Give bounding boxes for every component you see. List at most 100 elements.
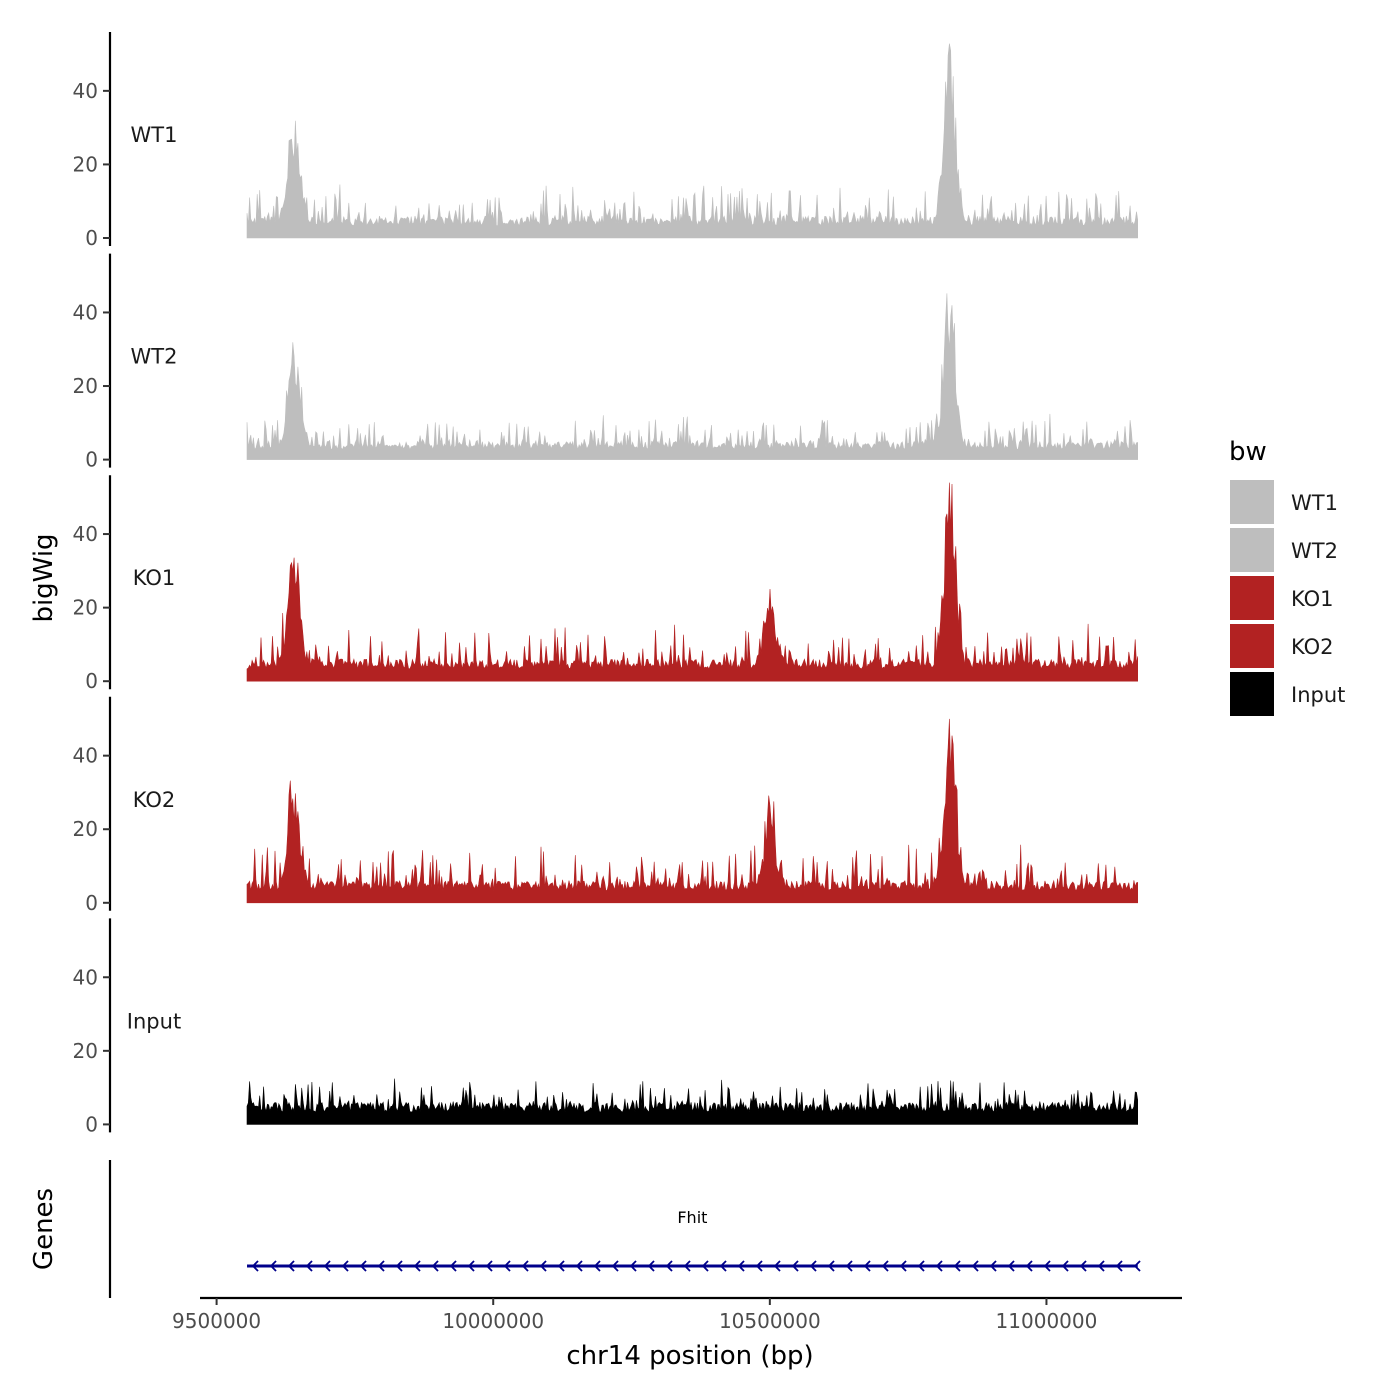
signal-area-wt2	[246, 293, 1138, 460]
legend-label: KO2	[1291, 635, 1334, 659]
strand-arrow	[413, 1260, 421, 1272]
legend-swatch	[1230, 528, 1274, 572]
legend-label: KO1	[1291, 587, 1334, 611]
legend-item-input: Input	[1230, 672, 1345, 716]
strand-arrow	[269, 1260, 277, 1272]
strand-arrow	[1025, 1260, 1033, 1272]
y-tick-label: 40	[73, 522, 98, 546]
strand-arrow	[323, 1260, 331, 1272]
strand-arrow	[989, 1260, 997, 1272]
x-tick-label: 11000000	[996, 1309, 1098, 1333]
strand-arrow	[773, 1260, 781, 1272]
legend-item-wt2: WT2	[1230, 528, 1338, 572]
strand-arrow	[467, 1260, 475, 1272]
strand-arrow	[863, 1260, 871, 1272]
strand-arrow	[935, 1260, 943, 1272]
strand-arrow	[1097, 1260, 1105, 1272]
strand-arrow	[1007, 1260, 1015, 1272]
legend-swatch	[1230, 480, 1274, 524]
track-label: WT1	[131, 123, 178, 147]
y-tick-label: 0	[85, 226, 98, 250]
legend-label: WT1	[1291, 491, 1338, 515]
strand-arrow	[647, 1260, 655, 1272]
strand-arrow	[701, 1260, 709, 1272]
strand-arrow	[611, 1260, 619, 1272]
strand-arrow	[827, 1260, 835, 1272]
strand-arrow	[629, 1260, 637, 1272]
strand-arrow	[539, 1260, 547, 1272]
track-label: Input	[127, 1009, 181, 1033]
y-tick-label: 40	[73, 300, 98, 324]
strand-arrow	[251, 1260, 259, 1272]
genes-track-title: Genes	[29, 1188, 59, 1270]
strand-arrow	[719, 1260, 727, 1272]
strand-arrow	[341, 1260, 349, 1272]
strand-arrow	[449, 1260, 457, 1272]
strand-arrow	[953, 1260, 961, 1272]
signal-area-wt1	[246, 43, 1138, 239]
y-tick-label: 0	[85, 1112, 98, 1136]
strand-arrow	[593, 1260, 601, 1272]
strand-arrow	[665, 1260, 673, 1272]
strand-arrow	[287, 1260, 295, 1272]
x-tick-label: 10000000	[442, 1309, 544, 1333]
gene-label: Fhit	[677, 1208, 707, 1227]
strand-arrow	[683, 1260, 691, 1272]
x-tick-label: 9500000	[172, 1309, 261, 1333]
strand-arrow	[899, 1260, 907, 1272]
strand-arrow	[755, 1260, 763, 1272]
legend-label: Input	[1291, 683, 1345, 707]
x-axis: 9500000 10000000 10500000 11000000	[172, 1296, 1182, 1333]
strand-arrow	[557, 1260, 565, 1272]
track-input: 0 20 40 Input	[73, 918, 1138, 1136]
legend-swatch	[1230, 576, 1274, 620]
genes-track: Genes Fhit	[29, 1160, 1141, 1298]
strand-arrow	[431, 1260, 439, 1272]
legend-item-wt1: WT1	[1230, 480, 1338, 524]
strand-arrow	[917, 1260, 925, 1272]
strand-arrow	[881, 1260, 889, 1272]
gene-fhit: Fhit	[247, 1208, 1141, 1272]
strand-arrow	[485, 1260, 493, 1272]
track-wt2: 0 20 40 WT2	[73, 253, 1138, 472]
y-tick-label: 0	[85, 891, 98, 915]
strand-arrow	[1079, 1260, 1087, 1272]
strand-arrow	[575, 1260, 583, 1272]
signal-area-input	[246, 1078, 1138, 1125]
strand-arrow	[503, 1260, 511, 1272]
strand-arrow	[395, 1260, 403, 1272]
strand-arrow	[359, 1260, 367, 1272]
strand-arrow	[791, 1260, 799, 1272]
legend-item-ko2: KO2	[1230, 624, 1334, 668]
signal-area-ko2	[246, 718, 1138, 904]
legend-label: WT2	[1291, 539, 1338, 563]
y-tick-label: 20	[73, 374, 98, 398]
track-ko2: 0 20 40 KO2	[73, 696, 1138, 915]
x-tick-label: 10500000	[719, 1309, 821, 1333]
y-tick-label: 20	[73, 152, 98, 176]
strand-arrow	[521, 1260, 529, 1272]
y-axis-title: bigWig	[29, 533, 59, 622]
y-tick-label: 40	[73, 744, 98, 768]
y-tick-label: 40	[73, 965, 98, 989]
track-ko1: 0 20 40 KO1	[73, 475, 1138, 693]
track-label: KO1	[133, 566, 176, 590]
strand-arrow	[809, 1260, 817, 1272]
track-label: WT2	[131, 345, 178, 369]
x-axis-title: chr14 position (bp)	[566, 1341, 813, 1371]
signal-tracks: 0 20 40 WT1 0 20 40 WT2 0 20 40 KO1 0 20 40 KO2 0 20 40 Inp…	[73, 32, 1138, 1136]
strand-arrow	[377, 1260, 385, 1272]
y-tick-label: 40	[73, 79, 98, 103]
strand-arrow	[305, 1260, 313, 1272]
y-tick-label: 0	[85, 669, 98, 693]
legend-title: bw	[1229, 437, 1267, 467]
y-tick-label: 20	[73, 1039, 98, 1063]
strand-arrow	[1061, 1260, 1069, 1272]
legend-swatch	[1230, 624, 1274, 668]
strand-arrow	[971, 1260, 979, 1272]
strand-arrow	[1043, 1260, 1051, 1272]
y-tick-label: 0	[85, 448, 98, 472]
strand-arrow	[737, 1260, 745, 1272]
track-label: KO2	[133, 788, 176, 812]
